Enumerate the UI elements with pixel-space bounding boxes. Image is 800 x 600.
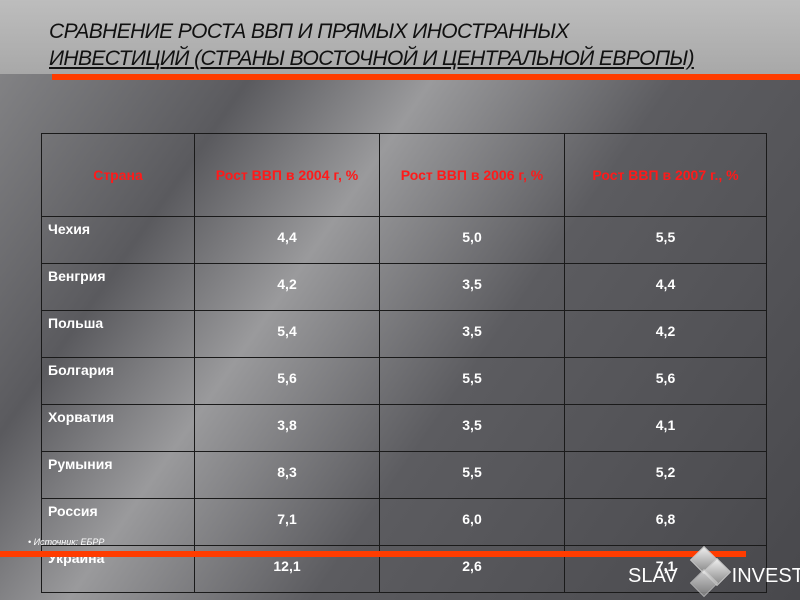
- table-row: Хорватия 3,8 3,5 4,1: [41, 404, 767, 452]
- country-cell: Румыния: [41, 451, 195, 499]
- value-cell: 4,4: [564, 263, 767, 311]
- title-band: [0, 0, 800, 74]
- table-row: Венгрия 4,2 3,5 4,4: [41, 263, 767, 311]
- country-cell: Хорватия: [41, 404, 195, 452]
- table-row: Польша 5,4 3,5 4,2: [41, 310, 767, 358]
- table-row: Чехия 4,4 5,0 5,5: [41, 216, 767, 264]
- table-row: Румыния 8,3 5,5 5,2: [41, 451, 767, 499]
- accent-bar-top: [52, 74, 800, 80]
- value-cell: 6,8: [564, 498, 767, 546]
- value-cell: 4,4: [194, 216, 380, 264]
- logo-mark: [682, 545, 731, 598]
- value-cell: 6,0: [379, 498, 565, 546]
- table-header-row: Страна Рост ВВП в 2004 г, % Рост ВВП в 2…: [41, 133, 767, 217]
- value-cell: 5,2: [564, 451, 767, 499]
- slavinvest-logo: SLAV INVEST: [628, 545, 800, 598]
- country-cell: Польша: [41, 310, 195, 358]
- country-cell: Венгрия: [41, 263, 195, 311]
- gdp-table: Страна Рост ВВП в 2004 г, % Рост ВВП в 2…: [41, 133, 767, 593]
- header-2004: Рост ВВП в 2004 г, %: [194, 133, 380, 217]
- value-cell: 3,5: [379, 310, 565, 358]
- value-cell: 7,1: [194, 498, 380, 546]
- value-cell: 8,3: [194, 451, 380, 499]
- value-cell: 5,5: [379, 357, 565, 405]
- value-cell: 4,1: [564, 404, 767, 452]
- accent-bar-bottom: [0, 551, 746, 557]
- value-cell: 4,2: [194, 263, 380, 311]
- country-cell: Россия: [41, 498, 195, 546]
- value-cell: 5,6: [194, 357, 380, 405]
- table-row: Россия 7,1 6,0 6,8: [41, 498, 767, 546]
- value-cell: 3,5: [379, 404, 565, 452]
- value-cell: 4,2: [564, 310, 767, 358]
- country-cell: Чехия: [41, 216, 195, 264]
- value-cell: 3,5: [379, 263, 565, 311]
- value-cell: 5,5: [379, 451, 565, 499]
- source-note: • Источник: ЕБРР: [28, 537, 105, 547]
- value-cell: 5,5: [564, 216, 767, 264]
- header-2007: Рост ВВП в 2007 г., %: [564, 133, 767, 217]
- country-cell: Болгария: [41, 357, 195, 405]
- value-cell: 3,8: [194, 404, 380, 452]
- value-cell: 5,0: [379, 216, 565, 264]
- header-country: Страна: [41, 133, 195, 217]
- header-2006: Рост ВВП в 2006 г, %: [379, 133, 565, 217]
- slide-title: СРАВНЕНИЕ РОСТА ВВП И ПРЯМЫХ ИНОСТРАННЫХ…: [49, 20, 694, 70]
- value-cell: 5,6: [564, 357, 767, 405]
- table-row: Болгария 5,6 5,5 5,6: [41, 357, 767, 405]
- value-cell: 5,4: [194, 310, 380, 358]
